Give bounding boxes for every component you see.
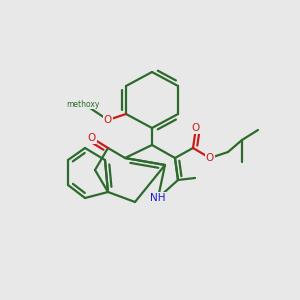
Text: O: O: [104, 115, 112, 125]
Text: O: O: [192, 123, 200, 133]
Text: NH: NH: [150, 193, 166, 203]
Text: methoxy: methoxy: [66, 100, 99, 109]
Text: O: O: [206, 153, 214, 163]
Text: O: O: [88, 133, 96, 143]
